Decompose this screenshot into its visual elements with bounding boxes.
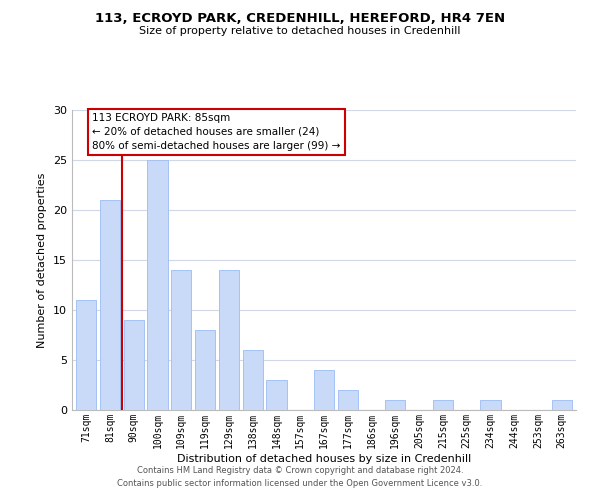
Bar [481,400,500,410]
X-axis label: Distribution of detached houses by size in Credenhill: Distribution of detached houses by size … [177,454,471,464]
Bar [171,270,191,410]
Bar [242,350,263,410]
Bar [195,330,215,410]
Bar [148,160,167,410]
Y-axis label: Number of detached properties: Number of detached properties [37,172,47,348]
Bar [124,320,144,410]
Text: Size of property relative to detached houses in Credenhill: Size of property relative to detached ho… [139,26,461,36]
Bar [385,400,406,410]
Text: 113 ECROYD PARK: 85sqm
← 20% of detached houses are smaller (24)
80% of semi-det: 113 ECROYD PARK: 85sqm ← 20% of detached… [92,113,341,151]
Bar [76,300,97,410]
Bar [433,400,453,410]
Bar [266,380,287,410]
Text: 113, ECROYD PARK, CREDENHILL, HEREFORD, HR4 7EN: 113, ECROYD PARK, CREDENHILL, HEREFORD, … [95,12,505,26]
Bar [100,200,120,410]
Text: Contains HM Land Registry data © Crown copyright and database right 2024.
Contai: Contains HM Land Registry data © Crown c… [118,466,482,487]
Bar [314,370,334,410]
Bar [551,400,572,410]
Bar [338,390,358,410]
Bar [219,270,239,410]
